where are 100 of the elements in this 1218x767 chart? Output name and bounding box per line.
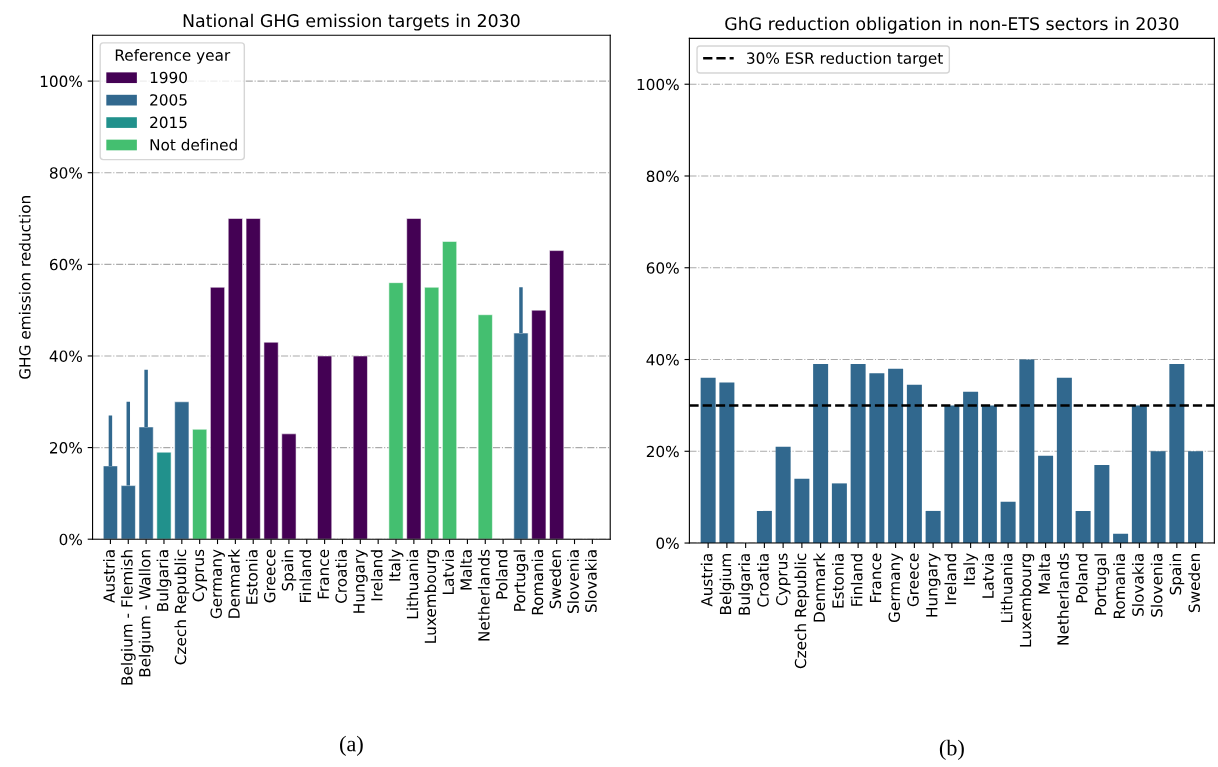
bar	[869, 373, 885, 544]
x-tick-label: Poland	[1075, 554, 1088, 603]
x-tick-label: Poland	[495, 550, 508, 599]
x-tick-label: Spain	[1169, 554, 1185, 595]
x-tick-label: Portugal	[513, 550, 529, 611]
bar	[719, 382, 735, 544]
y-tick-label: 40%	[49, 350, 82, 362]
bar	[1169, 364, 1185, 544]
text: (b)	[939, 739, 964, 761]
x-tick-label: Ireland	[370, 550, 383, 601]
x-tick-label: Cyprus	[192, 549, 208, 602]
bar	[352, 355, 368, 540]
bar	[963, 391, 979, 544]
bar	[1019, 359, 1035, 544]
bar	[388, 282, 404, 540]
x-tick-label: Germany	[888, 553, 904, 623]
bar	[1150, 451, 1166, 544]
x-tick-label: Romania	[1113, 554, 1126, 619]
x-tick-label: Slovakia	[584, 550, 597, 613]
x-tick-label: Latvia	[442, 550, 454, 594]
y-tick-label: 0%	[656, 537, 679, 550]
bar	[156, 451, 172, 540]
x-tick-label: Czech Republic	[174, 549, 190, 665]
chart-title: National GHG emission targets in 2030	[183, 13, 520, 31]
x-tick-label: Lithuania	[406, 550, 419, 619]
bar	[981, 405, 997, 544]
bar	[424, 286, 440, 540]
legend-title: Reference year	[115, 49, 231, 64]
y-tick-label: 60%	[49, 258, 82, 271]
x-tick-label: Finland	[850, 554, 863, 606]
bar	[549, 250, 565, 540]
bar	[1094, 465, 1110, 544]
x-tick-label: Sweden	[549, 550, 562, 609]
x-tick-label: Netherlands	[1056, 553, 1069, 645]
x-tick-label: Cyprus	[776, 553, 791, 606]
y-tick-label: 40%	[646, 353, 679, 366]
x-tick-label: Austria	[103, 550, 115, 603]
y-tick-label: 60%	[646, 262, 679, 274]
x-tick-label: Luxembourg	[1019, 554, 1035, 647]
y-tick-label: 80%	[646, 170, 679, 183]
x-tick-label: France	[869, 553, 882, 603]
bar	[944, 405, 960, 544]
x-tick-label: Austria	[700, 554, 713, 607]
x-tick-label: France	[317, 549, 330, 599]
x-tick-label: Ireland	[944, 554, 957, 605]
x-tick-label: Croatia	[756, 554, 769, 607]
x-tick-label: Spain	[281, 550, 297, 591]
bar	[756, 510, 772, 544]
x-tick-label: Czech Republic	[794, 553, 810, 669]
legend-label: 1990	[150, 71, 187, 84]
x-tick-label: Italy	[388, 549, 404, 581]
bar	[263, 341, 279, 540]
y-axis-title: GHG emission reduction	[18, 196, 31, 379]
x-tick-label: Hungary	[353, 549, 368, 613]
x-tick-label: Bulgaria	[156, 550, 172, 611]
legend-label: 2005	[150, 94, 187, 106]
x-tick-label: Slovakia	[1131, 554, 1144, 616]
x-tick-label: Finland	[299, 550, 312, 603]
bar	[831, 483, 847, 544]
x-tick-label: Latvia	[981, 554, 994, 598]
bar	[477, 314, 493, 540]
bar	[245, 218, 261, 540]
bar	[192, 428, 208, 540]
bar	[1056, 377, 1072, 544]
x-tick-label: Hungary	[926, 553, 941, 617]
x-tick-label: Greece	[907, 553, 919, 607]
x-tick-label: Estonia	[831, 554, 844, 608]
x-tick-label: Sweden	[1188, 554, 1201, 613]
bar	[888, 368, 904, 544]
x-tick-label: Italy	[963, 553, 979, 585]
bar	[906, 384, 922, 544]
x-tick-label: Estonia	[245, 550, 258, 604]
x-tick-label: Belgium - Wallon	[138, 550, 154, 677]
bar	[813, 364, 829, 544]
x-tick-label: Slovenia	[567, 550, 579, 613]
bar	[281, 433, 297, 540]
bar	[775, 446, 791, 544]
bar	[442, 241, 457, 540]
x-tick-label: Slovenia	[1150, 554, 1163, 617]
x-tick-label: Netherlands	[477, 549, 490, 641]
bar	[227, 218, 243, 540]
y-tick-label: 100%	[40, 75, 82, 88]
bar	[700, 377, 716, 544]
x-tick-label: Greece	[263, 549, 276, 603]
bar	[925, 510, 941, 544]
bar	[1038, 455, 1054, 544]
x-tick-label: Belgium	[719, 554, 735, 614]
bar	[1131, 405, 1147, 544]
legend-label: 30% ESR reduction target	[747, 52, 943, 67]
text: (a)	[340, 735, 363, 756]
x-tick-label: Malta	[460, 550, 472, 590]
y-tick-label: 0%	[59, 533, 82, 546]
bar	[794, 478, 810, 544]
y-tick-label: 20%	[646, 445, 679, 458]
y-tick-label: 80%	[49, 167, 82, 179]
x-tick-label: Denmark	[227, 548, 240, 618]
x-tick-label: Germany	[210, 549, 225, 619]
legend-label: Not defined	[150, 138, 237, 151]
bar	[317, 355, 333, 540]
bar	[531, 309, 547, 540]
